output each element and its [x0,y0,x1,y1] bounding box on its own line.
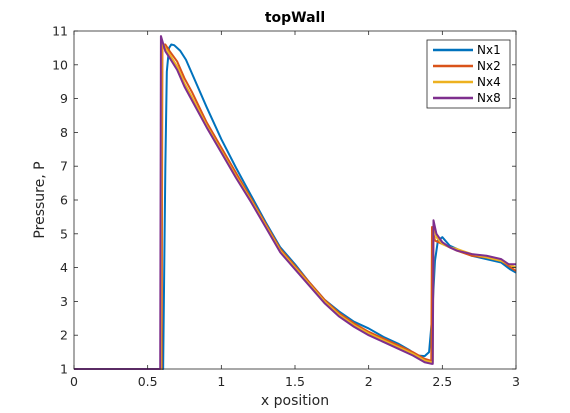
x-tick-label: 2.5 [432,374,452,389]
series-lines [74,35,517,370]
x-tick-label: 1 [217,374,225,389]
y-tick-label: 8 [60,125,68,140]
y-tick-label: 9 [60,91,68,106]
x-tick-label: 0 [70,374,78,389]
y-axis-ticks: 1 2 3 4 5 6 7 8 9 10 11 [52,24,516,377]
legend: Nx1 Nx2 Nx4 Nx8 [426,39,511,109]
chart-title: topWall [265,10,325,26]
y-tick-label: 7 [60,159,68,174]
legend-label-nx1: Nx1 [477,43,501,57]
x-tick-label: 3 [512,374,520,389]
y-tick-label: 5 [60,226,68,241]
y-tick-label: 2 [60,328,68,343]
x-tick-label: 1.5 [285,374,305,389]
y-tick-label: 11 [52,24,68,39]
y-tick-label: 10 [52,57,68,72]
legend-label-nx4: Nx4 [477,75,501,89]
y-tick-label: 3 [60,294,68,309]
x-axis-ticks: 0 0.5 1 1.5 2 2.5 3 [70,31,520,389]
x-tick-label: 2 [365,374,373,389]
y-tick-label: 6 [60,193,68,208]
legend-label-nx8: Nx8 [477,91,501,105]
legend-label-nx2: Nx2 [477,59,501,73]
y-tick-label: 1 [60,362,68,377]
y-tick-label: 4 [60,260,68,275]
legend-box [426,39,511,109]
y-axis-label: Pressure, P [32,161,48,238]
x-tick-label: 0.5 [138,374,158,389]
x-axis-label: x position [261,393,329,409]
series-line-nx8 [74,35,516,370]
